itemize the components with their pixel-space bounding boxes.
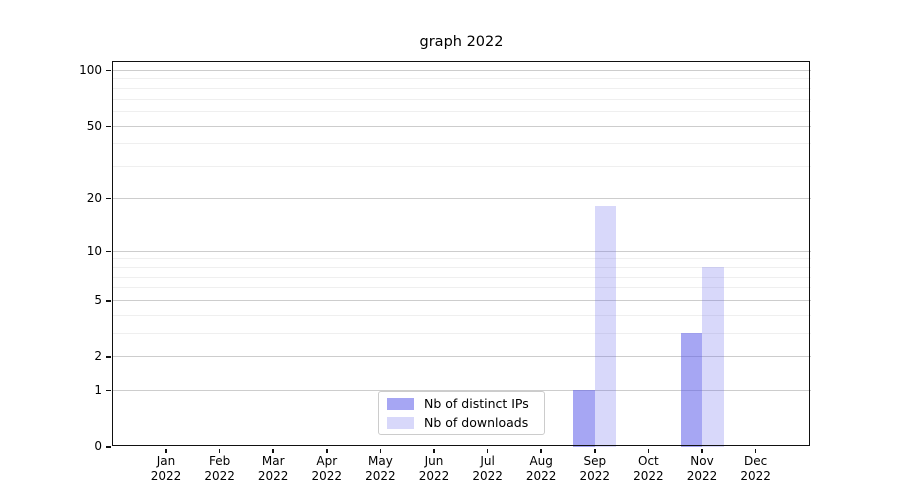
y-tick-label: 1 [94,382,102,397]
x-tick-mark [218,448,221,453]
gridline-minor [112,314,811,316]
bar-nb-of-distinct-ips-nov [680,333,702,447]
x-tick-label: Jul 2022 [472,454,503,483]
x-tick-label: May 2022 [365,454,396,483]
x-tick-mark [594,448,596,453]
gridline-major [112,389,811,391]
y-tick-label: 2 [94,349,102,364]
gridline-major [112,300,811,302]
plot-area: Nb of distinct IPs Nb of downloads Jan 2… [112,61,811,483]
bar-nb-of-distinct-ips-sep [573,389,595,447]
y-tick-mark [106,125,111,128]
x-tick-label: Oct 2022 [633,454,664,483]
y-tick-mark [106,250,111,253]
x-tick-label: Sep 2022 [579,454,611,483]
x-tick-label: Apr 2022 [311,454,343,483]
y-tick-label: 10 [86,243,102,258]
gridline-major [112,125,811,127]
legend-label-downloads: Nb of downloads [424,415,529,430]
gridline-minor [112,333,811,335]
gridline-minor [112,143,811,145]
y-tick-label: 50 [86,118,102,133]
x-tick-label: Jan 2022 [150,454,182,483]
gridline-minor [112,276,811,278]
bar-nb-of-downloads-sep [594,206,617,447]
y-tick-mark [106,69,111,72]
gridline-minor [112,78,811,80]
bar-nb-of-downloads-nov [702,266,724,447]
x-tick-mark [486,448,489,453]
y-tick-mark [106,389,111,392]
gridline-major [112,356,811,358]
gridline-major [112,69,811,71]
x-tick-label: Aug 2022 [525,454,557,483]
gridline-minor [112,266,811,268]
y-tick-label: 0 [94,439,102,453]
gridline-minor [112,287,811,289]
gridline-minor [112,111,811,113]
x-tick-mark [433,448,435,453]
y-tick-mark [106,446,111,448]
y-tick-label: 100 [79,62,102,77]
legend: Nb of distinct IPs Nb of downloads [378,391,545,435]
chart-title: graph 2022 [419,34,504,50]
gridline-minor [112,166,811,168]
gridline-minor [112,87,811,89]
x-tick-mark [701,448,703,453]
y-tick-mark [106,356,111,358]
gridline-major [112,197,811,199]
legend-label-distinct-ips: Nb of distinct IPs [424,396,529,411]
gridline-major [112,250,811,252]
x-tick-label: Nov 2022 [686,454,718,483]
x-tick-mark [379,448,382,453]
x-tick-label: Feb 2022 [204,454,235,483]
x-tick-mark [540,448,542,453]
legend-entry-distinct-ips: Nb of distinct IPs [387,396,536,411]
x-tick-mark [326,448,328,453]
legend-swatch-distinct-ips [387,397,414,410]
y-tick-label: 5 [94,293,102,308]
y-tick-mark [106,197,111,200]
x-tick-mark [754,448,757,453]
x-tick-label: Dec 2022 [740,454,771,483]
legend-swatch-downloads [387,416,414,429]
x-tick-mark [165,448,167,453]
gridline-minor [112,258,811,260]
legend-entry-downloads: Nb of downloads [387,415,536,430]
gridline-minor [112,98,811,100]
x-tick-label: Mar 2022 [257,454,289,483]
x-tick-mark [647,448,650,453]
y-tick-mark [106,300,111,302]
y-tick-label: 20 [86,190,102,205]
x-tick-label: Jun 2022 [418,454,450,483]
x-tick-mark [272,448,274,453]
